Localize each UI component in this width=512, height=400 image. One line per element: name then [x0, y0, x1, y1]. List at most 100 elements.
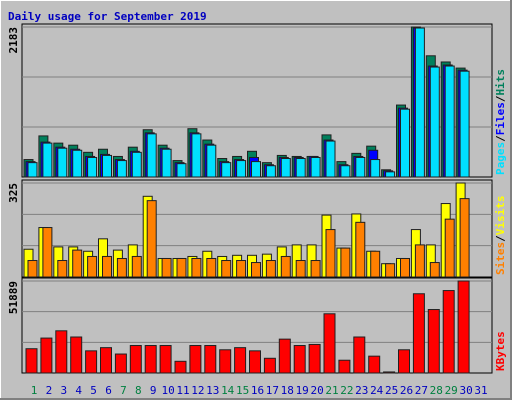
x-tick-label: 3 [60, 384, 67, 397]
bar [385, 263, 396, 278]
bar [265, 260, 276, 278]
bar [116, 257, 127, 278]
bar [191, 257, 202, 278]
bar [131, 255, 142, 278]
bar [340, 165, 351, 178]
bar [219, 349, 232, 374]
bar [353, 336, 366, 374]
bar [427, 309, 440, 374]
bar [25, 348, 38, 374]
x-tick-label: 19 [296, 384, 309, 397]
bar [87, 156, 98, 178]
x-tick-label: 24 [370, 384, 384, 397]
bar [234, 347, 247, 374]
bar [370, 250, 381, 278]
legend-separator: / [494, 95, 507, 102]
bar [293, 345, 306, 374]
bar [325, 140, 336, 178]
bar [368, 355, 381, 374]
bar [236, 260, 247, 278]
x-tick-label: 23 [355, 384, 368, 397]
bar [280, 158, 291, 178]
bar [102, 154, 112, 178]
x-tick-label: 8 [135, 384, 142, 397]
bar [189, 345, 202, 374]
bar [251, 262, 261, 278]
bar [370, 159, 381, 178]
legend: Sites/Visits [494, 196, 507, 276]
legend-entry: KBytes [494, 331, 507, 371]
bar [295, 260, 306, 278]
bar [27, 162, 38, 178]
bar [174, 360, 187, 374]
x-tick-label: 28 [430, 384, 443, 397]
bar [161, 148, 172, 178]
bar [42, 142, 53, 178]
bar [72, 249, 83, 278]
bar [400, 257, 410, 278]
bar [131, 151, 142, 178]
x-tick-label: 9 [150, 384, 157, 397]
bar [265, 165, 276, 178]
bar [340, 247, 351, 278]
bar [383, 371, 396, 374]
x-tick-label: 27 [415, 384, 428, 397]
bar [444, 65, 455, 178]
bar [100, 347, 112, 374]
bar [249, 350, 261, 374]
legend-separator: / [494, 135, 507, 142]
bar [295, 158, 306, 178]
bar [263, 357, 276, 374]
bar [429, 262, 440, 278]
x-tick-label: 16 [251, 384, 264, 397]
x-tick-label: 18 [281, 384, 294, 397]
bar [459, 70, 470, 178]
bar [414, 27, 425, 178]
x-tick-label: 13 [206, 384, 219, 397]
bar [355, 156, 366, 178]
bar [72, 149, 83, 178]
x-tick-label: 5 [90, 384, 97, 397]
bar [429, 66, 440, 178]
y-tick-label: 325 [7, 183, 20, 203]
legend-entry: Hits [494, 69, 507, 96]
bar [144, 345, 157, 374]
legend-entry: Files [494, 102, 507, 135]
x-tick-label: 26 [400, 384, 413, 397]
bar [398, 349, 410, 374]
bar [221, 162, 232, 178]
chart-title: Daily usage for September 2019 [8, 10, 207, 23]
bar [442, 290, 455, 374]
bar [325, 229, 336, 278]
bar [55, 330, 68, 374]
x-tick-label: 30 [459, 384, 472, 397]
bar [87, 255, 98, 278]
bar [176, 257, 187, 278]
bar [459, 198, 470, 278]
bar [204, 345, 217, 374]
bar [70, 336, 83, 374]
x-tick-label: 6 [105, 384, 112, 397]
bar [206, 144, 217, 178]
x-tick-label: 14 [221, 384, 235, 397]
bar [355, 221, 366, 278]
x-tick-label: 31 [474, 384, 487, 397]
bar [85, 350, 98, 374]
y-tick-label: 2183 [7, 27, 20, 54]
bar [400, 108, 410, 178]
bar [40, 337, 53, 374]
bar [323, 313, 336, 374]
x-tick-label: 11 [176, 384, 189, 397]
bar [102, 255, 112, 278]
bar [221, 260, 232, 278]
x-tick-label: 25 [385, 384, 398, 397]
legend-entry: Sites [494, 242, 507, 275]
legend-entry: Pages [494, 142, 507, 175]
bar [57, 147, 68, 178]
x-tick-label: 12 [191, 384, 204, 397]
x-tick-label: 15 [236, 384, 249, 397]
bar [457, 280, 470, 374]
legend: Pages/Files/Hits [494, 69, 507, 175]
legend: KBytes [494, 331, 507, 371]
